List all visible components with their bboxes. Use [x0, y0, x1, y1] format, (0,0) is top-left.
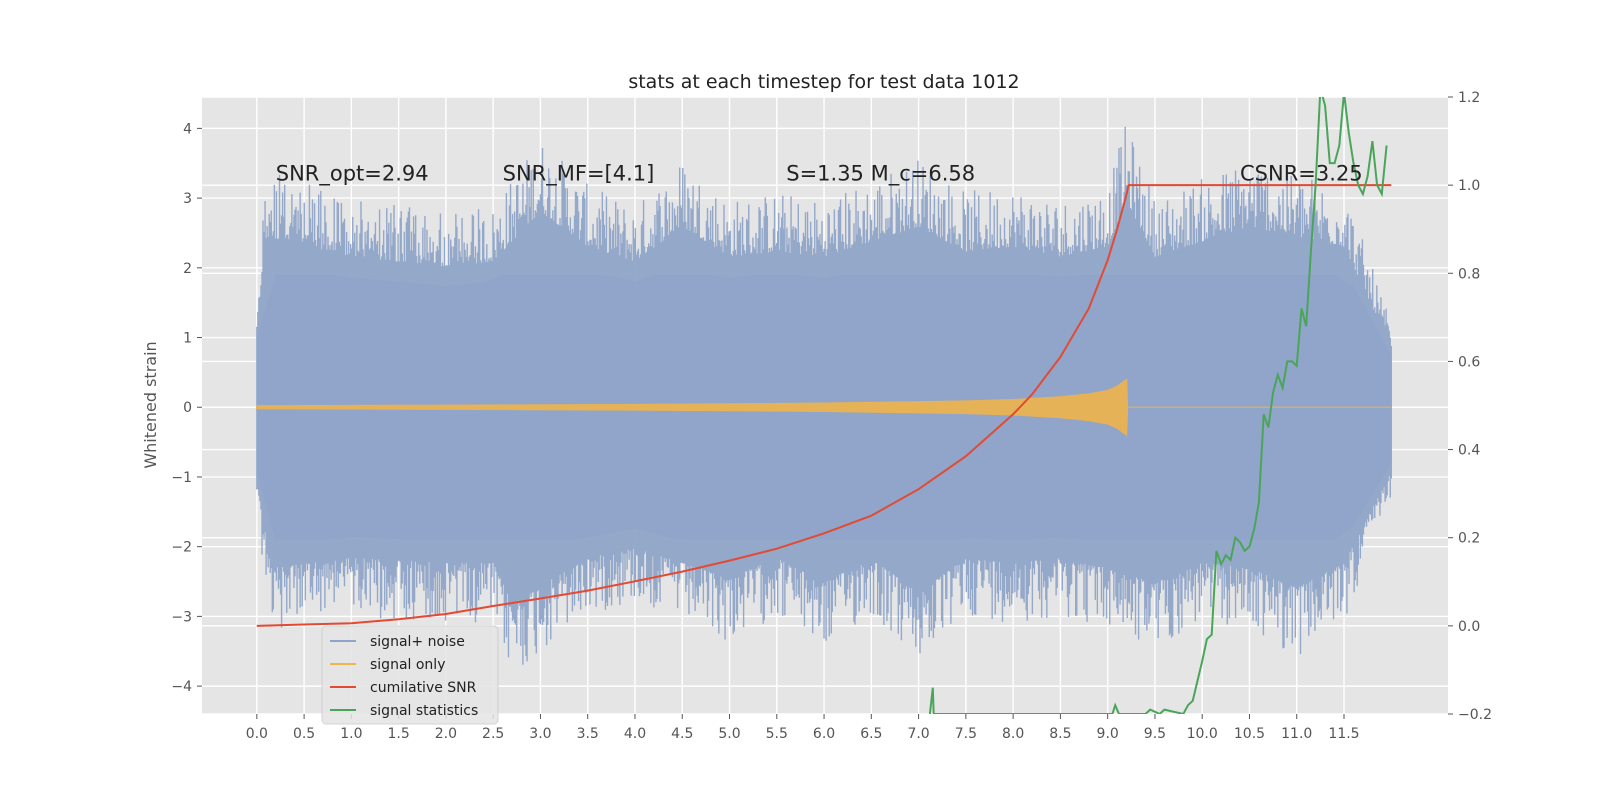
- y2-tick-label: 1.2: [1458, 90, 1480, 106]
- signal-only-line: [256, 378, 1392, 437]
- y-tick-label: 2: [183, 261, 192, 277]
- x-tick-label: 10.5: [1234, 726, 1265, 742]
- legend-label-2: cumilative SNR: [370, 680, 477, 696]
- x-tick-label: 2.0: [435, 726, 457, 742]
- x-tick-label: 0.0: [246, 726, 268, 742]
- annotation-s-mc: S=1.35 M_c=6.58: [786, 162, 975, 187]
- y-tick-label: 0: [183, 400, 192, 416]
- signal-statistics-series: [928, 97, 1388, 714]
- y2-tick-label: 0.8: [1458, 266, 1480, 282]
- annotation-snr-mf: SNR_MF=[4.1]: [503, 162, 655, 187]
- x-tick-label: 3.0: [529, 726, 551, 742]
- x-tick-label: 1.0: [340, 726, 362, 742]
- y2-tick-label: −0.2: [1458, 707, 1492, 723]
- y-tick-label: −2: [171, 540, 192, 556]
- x-tick-label: 4.0: [624, 726, 646, 742]
- annotation-csnr: CSNR=3.25: [1240, 162, 1363, 186]
- x-tick-label: 9.5: [1144, 726, 1166, 742]
- legend-label-3: signal statistics: [370, 703, 478, 719]
- legend-label-0: signal+ noise: [370, 634, 465, 650]
- y-tick-label: 3: [183, 191, 192, 207]
- x-tick-label: 2.5: [482, 726, 504, 742]
- legend-box: [321, 625, 499, 725]
- signal-statistics-line: [928, 97, 1388, 714]
- x-axis-ticks: 0.0 0.5 1.0 1.5 2.0 2.5 3.0 3.5 4.0 4.5 5.0 5.5 6.0 6…: [246, 714, 1360, 742]
- x-tick-label: 3.5: [577, 726, 599, 742]
- x-tick-label: 11.5: [1328, 726, 1359, 742]
- y2-tick-label: 0.4: [1458, 443, 1480, 459]
- x-tick-label: 5.0: [718, 726, 740, 742]
- x-tick-label: 5.5: [766, 726, 788, 742]
- x-tick-label: 4.5: [671, 726, 693, 742]
- x-tick-label: 8.5: [1049, 726, 1071, 742]
- y-axis-ticks: 4 3 2 1 0 −1 −2 −3 −4: [171, 121, 202, 695]
- chart-title: stats at each timestep for test data 101…: [628, 71, 1019, 93]
- y-tick-label: −1: [171, 470, 192, 486]
- x-tick-label: 9.0: [1097, 726, 1119, 742]
- x-tick-label: 10.0: [1187, 726, 1218, 742]
- y-axis-label: Whitened strain: [141, 341, 160, 468]
- y-tick-label: 1: [183, 331, 192, 347]
- annotation-snr-opt: SNR_opt=2.94: [276, 162, 429, 187]
- y2-tick-label: 0.0: [1458, 619, 1480, 635]
- y2-tick-label: 0.6: [1458, 354, 1480, 370]
- x-tick-label: 7.0: [907, 726, 929, 742]
- x-tick-label: 7.5: [955, 726, 977, 742]
- x-tick-label: 11.0: [1281, 726, 1312, 742]
- y2-axis-ticks: 1.2 1.0 0.8 0.6 0.4 0.2 0.0 −0.2: [1448, 90, 1492, 723]
- x-tick-label: 0.5: [293, 726, 315, 742]
- x-tick-label: 1.5: [388, 726, 410, 742]
- x-tick-label: 6.5: [860, 726, 882, 742]
- x-tick-label: 6.0: [813, 726, 835, 742]
- signal-only-series: [256, 378, 1392, 437]
- cumulative-snr-series: [256, 184, 1392, 627]
- annotations: SNR_opt=2.94 SNR_MF=[4.1] S=1.35 M_c=6.58 C…: [276, 162, 1363, 187]
- y2-tick-label: 0.2: [1458, 531, 1480, 547]
- y-tick-label: 4: [183, 121, 192, 137]
- x-tick-label: 8.0: [1002, 726, 1024, 742]
- cumulative-snr-line: [256, 184, 1392, 627]
- legend-label-1: signal only: [370, 657, 445, 673]
- legend: signal+ noise signal only cumilative SNR si…: [321, 625, 499, 725]
- y-tick-label: −3: [171, 609, 192, 625]
- y-tick-label: −4: [171, 679, 192, 695]
- y2-tick-label: 1.0: [1458, 178, 1480, 194]
